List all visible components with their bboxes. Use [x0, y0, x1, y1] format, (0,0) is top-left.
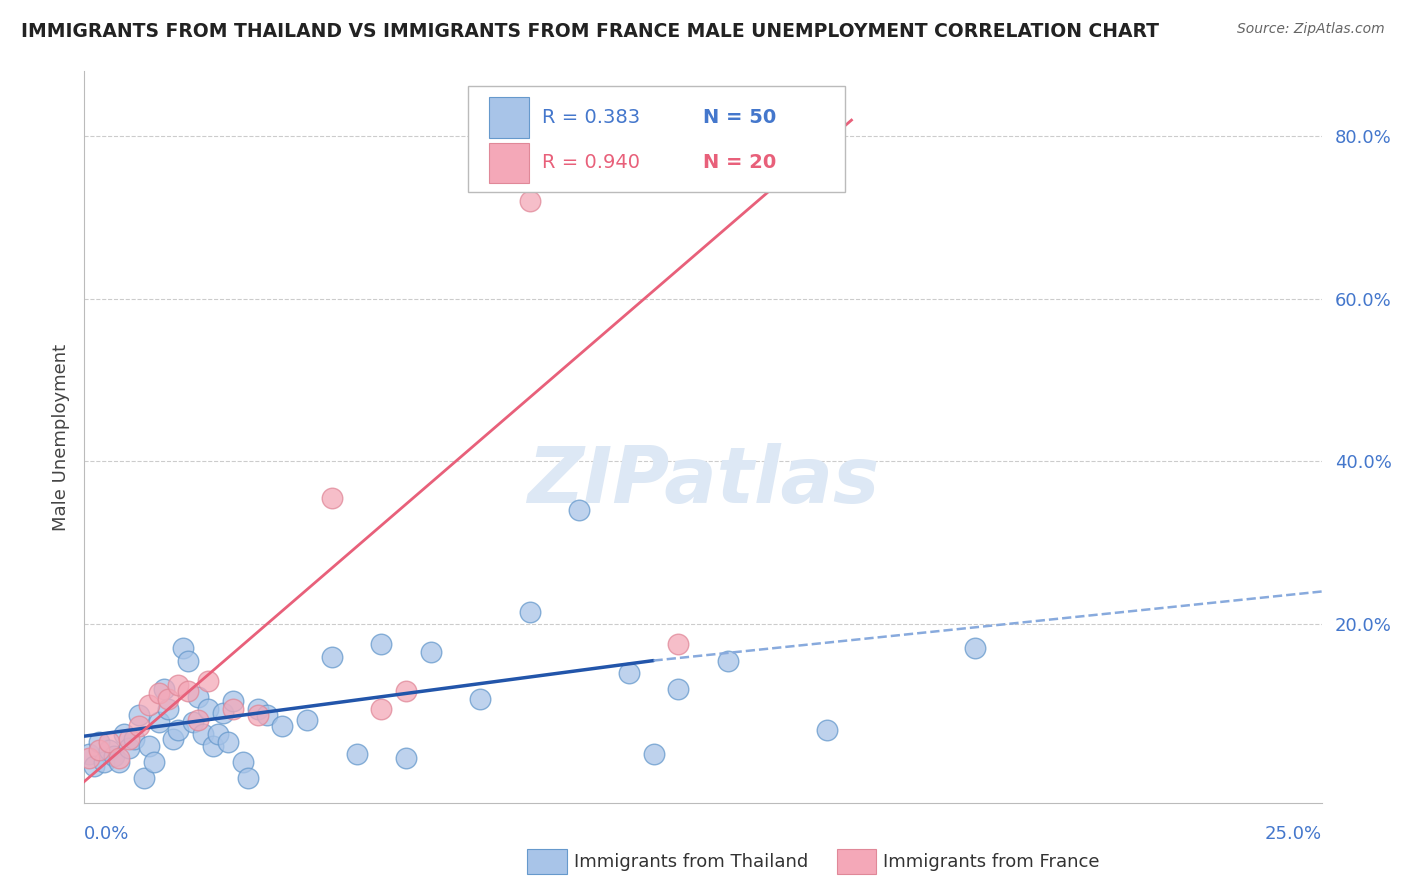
Point: [138, 739, 160, 753]
Point: [128, 708, 150, 723]
Point: [162, 732, 184, 747]
Point: [197, 702, 219, 716]
Text: Immigrants from Thailand: Immigrants from Thailand: [574, 853, 808, 871]
Point: [122, 732, 145, 747]
Bar: [489, 143, 529, 183]
Point: [181, 714, 204, 729]
Point: [395, 683, 418, 698]
Point: [79, 751, 101, 765]
Point: [152, 681, 174, 696]
Point: [236, 772, 259, 786]
Point: [98, 735, 121, 749]
Point: [519, 605, 541, 619]
Text: IMMIGRANTS FROM THAILAND VS IMMIGRANTS FROM FRANCE MALE UNEMPLOYMENT CORRELATION: IMMIGRANTS FROM THAILAND VS IMMIGRANTS F…: [21, 22, 1159, 41]
Point: [321, 649, 343, 664]
Point: [217, 735, 239, 749]
Text: 25.0%: 25.0%: [1264, 825, 1322, 843]
Point: [98, 743, 121, 757]
Point: [321, 491, 343, 505]
Point: [108, 751, 131, 765]
Point: [83, 759, 105, 773]
Point: [246, 708, 269, 723]
Point: [222, 694, 245, 708]
Point: [419, 645, 441, 659]
Point: [128, 718, 150, 732]
Bar: [489, 97, 529, 137]
Text: 0.0%: 0.0%: [84, 825, 129, 843]
Text: ZIPatlas: ZIPatlas: [527, 443, 879, 519]
Point: [202, 739, 225, 753]
Point: [470, 691, 492, 706]
Point: [177, 654, 200, 668]
Point: [370, 702, 392, 716]
Point: [89, 735, 111, 749]
Point: [187, 690, 209, 705]
Point: [370, 637, 392, 651]
Point: [89, 743, 111, 757]
Point: [666, 637, 689, 651]
Point: [207, 727, 229, 741]
Point: [142, 755, 165, 769]
Point: [222, 702, 245, 716]
Point: [666, 681, 689, 696]
Point: [212, 706, 235, 721]
Point: [157, 702, 180, 716]
Point: [187, 713, 209, 727]
Text: Immigrants from France: Immigrants from France: [883, 853, 1099, 871]
Point: [346, 747, 368, 761]
Point: [112, 727, 135, 741]
Text: R = 0.940: R = 0.940: [543, 153, 640, 172]
FancyBboxPatch shape: [468, 86, 845, 192]
Point: [717, 654, 740, 668]
Point: [197, 673, 219, 688]
Point: [246, 702, 269, 716]
Point: [965, 641, 987, 656]
Point: [617, 665, 640, 680]
Point: [118, 740, 141, 755]
Point: [79, 747, 101, 761]
Y-axis label: Male Unemployment: Male Unemployment: [52, 343, 70, 531]
Point: [93, 755, 115, 769]
Text: N = 50: N = 50: [703, 108, 776, 127]
Point: [167, 723, 190, 737]
Point: [815, 723, 838, 737]
Text: N = 20: N = 20: [703, 153, 776, 172]
Point: [191, 727, 214, 741]
Point: [643, 747, 665, 761]
Point: [148, 686, 170, 700]
Point: [167, 678, 190, 692]
Point: [177, 683, 200, 698]
Point: [568, 503, 591, 517]
Text: Source: ZipAtlas.com: Source: ZipAtlas.com: [1237, 22, 1385, 37]
Point: [271, 718, 294, 732]
Point: [108, 755, 131, 769]
Point: [256, 708, 278, 723]
Point: [138, 698, 160, 713]
Point: [172, 641, 194, 656]
Point: [232, 755, 254, 769]
Point: [103, 748, 125, 763]
Point: [148, 714, 170, 729]
Point: [295, 713, 318, 727]
Point: [118, 732, 141, 747]
Point: [395, 751, 418, 765]
Point: [519, 194, 541, 209]
Text: R = 0.383: R = 0.383: [543, 108, 640, 127]
Point: [157, 691, 180, 706]
Point: [132, 772, 155, 786]
